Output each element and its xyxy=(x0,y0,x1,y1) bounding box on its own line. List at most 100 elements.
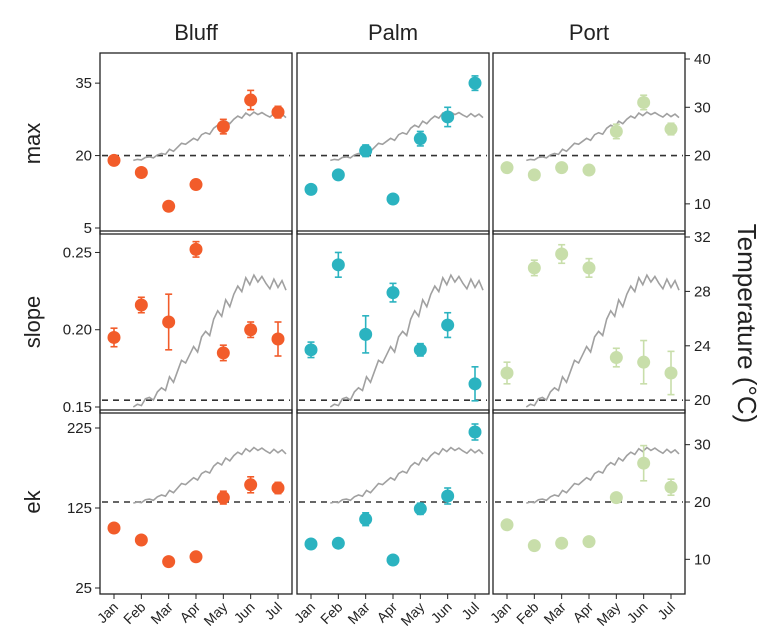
data-point-max-bluff-may xyxy=(216,120,230,134)
data-point-max-port-jan xyxy=(500,161,514,175)
data-point-ek-palm-feb xyxy=(331,536,345,550)
temperature-line-ek xyxy=(330,446,484,504)
data-point-ek-port-feb xyxy=(527,539,541,553)
data-point-slope-port-jul xyxy=(664,366,678,380)
data-point-ek-palm-jul xyxy=(468,425,482,439)
temp-tick-label-slope: 20 xyxy=(694,392,711,409)
data-point-max-bluff-jul xyxy=(271,105,285,119)
data-point-slope-bluff-jul xyxy=(271,332,285,346)
x-tick-label-may: May xyxy=(397,599,427,629)
x-tick-label-jan: Jan xyxy=(291,599,318,626)
data-point-ek-port-jan xyxy=(500,518,514,532)
site-label-palm: Palm xyxy=(368,20,418,45)
data-point-slope-palm-jul xyxy=(468,377,482,391)
temp-tick-label-max: 40 xyxy=(694,51,711,68)
temperature-line-slope xyxy=(525,273,680,408)
temp-tick-label-max: 10 xyxy=(694,196,711,213)
data-point-max-port-feb xyxy=(527,168,541,182)
temperature-line-slope xyxy=(132,273,287,408)
x-tick-label-may: May xyxy=(200,599,230,629)
x-tick-label-jun: Jun xyxy=(428,599,455,626)
data-point-max-bluff-jun xyxy=(244,93,258,107)
temp-tick-label-ek: 10 xyxy=(694,551,711,568)
data-point-max-port-jul xyxy=(664,122,678,136)
data-point-max-palm-jul xyxy=(468,76,482,90)
data-point-max-palm-jun xyxy=(441,110,455,124)
data-point-ek-palm-jan xyxy=(304,537,318,551)
temperature-line-max xyxy=(330,111,484,162)
data-point-ek-port-apr xyxy=(582,535,596,549)
data-point-slope-port-jan xyxy=(500,366,514,380)
y-tick-label-slope: 0.15 xyxy=(63,399,92,416)
data-point-slope-palm-jan xyxy=(304,343,318,357)
temp-tick-label-max: 30 xyxy=(694,99,711,116)
panel-frame-max-palm xyxy=(296,52,490,235)
data-point-max-port-mar xyxy=(555,161,569,175)
temperature-line-max xyxy=(526,111,680,162)
y-tick-label-max: 5 xyxy=(84,220,92,237)
x-tick-label-feb: Feb xyxy=(317,599,346,628)
temp-tick-label-max: 20 xyxy=(694,148,711,165)
temperature-axis-title: Temperature (°C) xyxy=(732,224,762,424)
data-point-max-palm-apr xyxy=(386,192,400,206)
x-tick-label-apr: Apr xyxy=(373,599,400,626)
data-point-ek-bluff-jan xyxy=(107,521,121,535)
panel-frame-slope-port xyxy=(492,230,686,414)
temp-tick-label-slope: 28 xyxy=(694,283,711,300)
data-point-max-palm-jan xyxy=(304,182,318,196)
data-point-max-port-jun xyxy=(637,95,651,109)
panel-frame-max-bluff xyxy=(99,52,293,235)
y-tick-label-ek: 25 xyxy=(75,580,92,597)
site-label-bluff: Bluff xyxy=(174,20,219,45)
row-label-max: max xyxy=(20,123,45,165)
y-tick-label-max: 20 xyxy=(75,148,92,165)
data-point-ek-palm-mar xyxy=(359,512,373,526)
data-point-slope-bluff-feb xyxy=(134,298,148,312)
data-point-max-palm-may xyxy=(413,132,427,146)
data-point-ek-palm-apr xyxy=(386,553,400,567)
data-point-ek-bluff-may xyxy=(216,491,230,505)
x-tick-label-mar: Mar xyxy=(344,599,373,628)
data-point-slope-port-jun xyxy=(637,355,651,369)
data-point-ek-port-jun xyxy=(637,456,651,470)
data-point-slope-bluff-apr xyxy=(189,242,203,256)
data-point-slope-port-may xyxy=(609,351,623,365)
data-point-slope-bluff-mar xyxy=(162,315,176,329)
x-tick-label-jun: Jun xyxy=(231,599,258,626)
x-tick-label-may: May xyxy=(593,599,623,629)
x-tick-label-jan: Jan xyxy=(487,599,514,626)
x-tick-label-feb: Feb xyxy=(513,599,542,628)
temp-tick-label-ek: 30 xyxy=(694,437,711,454)
site-label-port: Port xyxy=(569,20,609,45)
temperature-line-max xyxy=(133,111,287,162)
data-point-max-bluff-jan xyxy=(107,153,121,167)
x-tick-label-jul: Jul xyxy=(654,599,678,623)
data-point-max-bluff-apr xyxy=(189,178,203,192)
x-tick-label-feb: Feb xyxy=(120,599,149,628)
data-point-slope-bluff-jan xyxy=(107,330,121,344)
data-point-ek-bluff-jun xyxy=(244,478,258,492)
data-point-slope-port-mar xyxy=(555,247,569,261)
data-point-slope-palm-feb xyxy=(331,258,345,272)
x-tick-label-jan: Jan xyxy=(94,599,121,626)
data-point-max-port-apr xyxy=(582,163,596,177)
data-point-slope-bluff-may xyxy=(216,346,230,360)
data-point-ek-bluff-feb xyxy=(134,533,148,547)
panel-frame-max-port xyxy=(492,52,686,235)
data-point-max-port-may xyxy=(609,124,623,138)
data-point-slope-palm-apr xyxy=(386,286,400,300)
data-point-max-palm-mar xyxy=(359,144,373,158)
panel-frame-slope-bluff xyxy=(99,230,293,414)
data-point-ek-port-jul xyxy=(664,480,678,494)
x-tick-label-apr: Apr xyxy=(569,599,596,626)
temp-tick-label-slope: 32 xyxy=(694,229,711,246)
data-point-max-bluff-feb xyxy=(134,165,148,179)
data-point-max-bluff-mar xyxy=(162,199,176,213)
y-tick-label-slope: 0.25 xyxy=(63,244,92,261)
data-point-slope-port-apr xyxy=(582,261,596,275)
data-point-max-palm-feb xyxy=(331,168,345,182)
data-point-ek-port-mar xyxy=(555,536,569,550)
temp-tick-label-slope: 24 xyxy=(694,338,711,355)
row-label-ek: ek xyxy=(20,489,45,513)
